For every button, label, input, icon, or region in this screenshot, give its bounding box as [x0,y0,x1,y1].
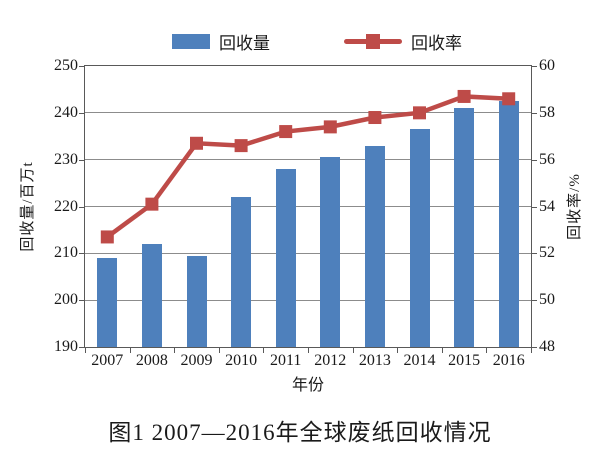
x-axis-tickmark [129,348,131,353]
x-axis-tickmark [352,348,354,353]
right-axis-tickmark [532,112,537,114]
left-axis-tick-label: 200 [54,291,78,309]
x-axis-tickmark [174,348,176,353]
left-axis-tickmark [79,112,84,114]
rate-line-series [100,89,516,244]
right-axis-tick-label: 54 [539,197,555,215]
x-axis-title: 年份 [291,377,324,394]
x-axis-tick-label: 2012 [314,352,347,369]
right-axis-tick-label: 58 [539,103,555,121]
gridline [85,159,531,161]
bar-2016 [498,101,519,347]
square-marker-icon [366,33,380,49]
right-axis-tick-label: 52 [539,244,555,262]
right-axis-tickmark [532,206,537,208]
x-axis-tickmark [486,348,488,353]
gridline [85,299,531,301]
plot-area [84,65,532,348]
chart-legend: 回收量 回收率 [0,28,600,54]
x-axis-tickmark [531,348,532,353]
legend-item-volume: 回收量 [172,29,270,54]
marker-2010 [234,139,248,153]
left-axis-tick-label: 190 [54,338,78,355]
bar-2014 [409,129,430,347]
bar-2009 [186,255,207,347]
marker-2007 [100,230,114,244]
right-axis-title: 回收率/% [567,173,583,240]
left-axis-tickmark [79,159,84,161]
x-axis-tick-label: 2008 [135,352,168,369]
gridline [85,112,531,114]
rate-line [105,94,509,239]
line-series-swatch [344,33,402,49]
bar-2012 [320,157,341,347]
x-axis-tick-label: 2015 [448,352,481,369]
bar-series-swatch [172,33,210,49]
x-axis-tick-label: 2010 [225,352,258,369]
right-axis-tickmark [532,159,537,161]
x-axis-tick-label: 2014 [403,352,436,369]
legend-label-rate: 回收率 [411,33,462,53]
gridline [85,252,531,254]
bar-2015 [454,108,475,347]
legend-item-rate: 回收率 [344,29,462,54]
x-axis-tick-label: 2013 [358,352,391,369]
bar-2010 [231,197,252,347]
figure-caption: 图1 2007—2016年全球废纸回收情况 [108,420,492,445]
x-axis-tickmark [218,348,220,353]
right-axis-tickmark [532,253,537,255]
x-axis-tick-label: 2016 [492,352,525,369]
left-axis-tickmark [79,300,84,302]
left-axis-tickmark [79,206,84,208]
marker-2015 [457,89,471,103]
x-axis-tickmark [263,348,265,353]
gridline [85,206,531,207]
left-axis-tick-label: 220 [54,197,78,215]
marker-2016 [502,92,516,106]
x-axis-tickmark [397,348,399,353]
marker-2011 [279,125,293,139]
bar-2013 [364,145,385,347]
x-axis-tick-label: 2009 [180,352,213,369]
x-axis-tickmark [308,348,309,353]
bar-2008 [141,243,162,347]
left-axis-tickmark [79,66,84,67]
left-axis-title: 回收量/百万t [20,161,36,252]
marker-2014 [413,106,426,120]
marker-2012 [323,120,337,134]
right-axis-tickmark [532,66,537,67]
left-axis-tickmark [79,253,84,255]
x-axis-tickmark [85,348,86,353]
right-axis-tick-label: 56 [539,150,555,168]
right-axis-tickmark [532,300,537,302]
marker-2009 [190,136,203,150]
x-axis-tick-label: 2007 [91,352,124,369]
right-axis-tick-label: 50 [539,291,555,309]
bar-2007 [97,258,118,347]
left-axis-tick-label: 250 [54,57,78,74]
x-axis-tick-label: 2011 [269,352,302,369]
left-axis-tick-label: 240 [54,103,78,121]
left-axis-tick-label: 210 [54,244,78,262]
x-axis-tickmark [441,348,443,353]
right-axis-tick-label: 48 [539,338,555,355]
bar-2011 [275,169,296,347]
right-axis-tickmark [532,347,537,348]
left-axis-tick-label: 230 [54,150,78,168]
left-axis-tickmark [79,347,84,348]
right-axis-tick-label: 60 [539,57,555,74]
marker-2013 [368,111,382,125]
marker-2008 [145,197,159,211]
legend-label-volume: 回收量 [219,33,270,53]
